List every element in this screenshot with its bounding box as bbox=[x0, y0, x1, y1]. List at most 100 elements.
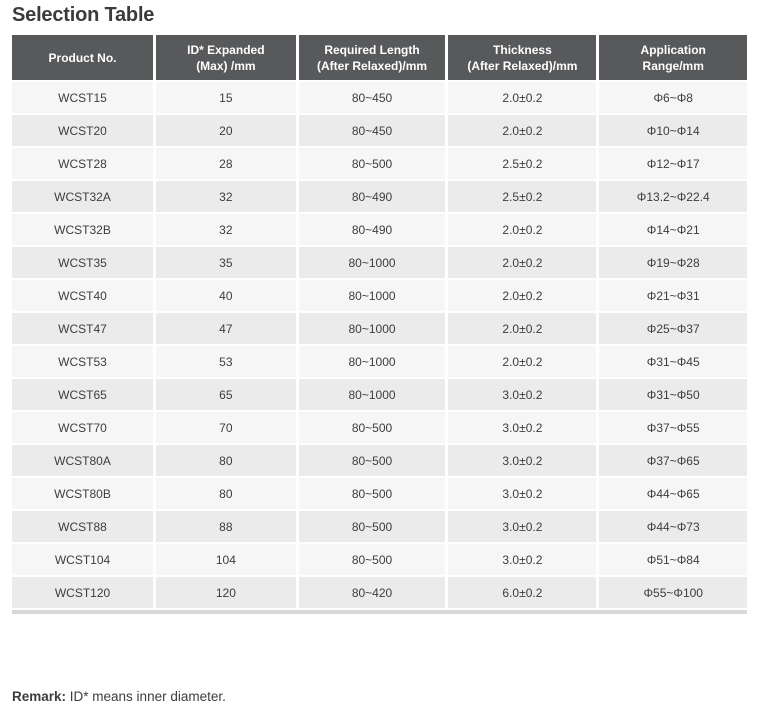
table-cell: Φ12~Φ17 bbox=[599, 148, 747, 181]
table-header-row: Product No. ID* Expanded (Max) /mm Require… bbox=[12, 35, 747, 82]
table-cell: 32 bbox=[156, 214, 299, 247]
table-cell: 35 bbox=[156, 247, 299, 280]
table-cell: 80~500 bbox=[298, 544, 449, 577]
table-cell: Φ31~Φ45 bbox=[599, 346, 747, 379]
table-cell: 80~490 bbox=[298, 214, 449, 247]
table-cell: 80 bbox=[156, 445, 299, 478]
table-cell: 3.0±0.2 bbox=[448, 412, 600, 445]
table-row: WCST65 65 80~1000 3.0±0.2 Φ31~Φ50 bbox=[12, 379, 747, 412]
table-bottom-strip bbox=[12, 610, 747, 614]
table-cell: 3.0±0.2 bbox=[448, 445, 600, 478]
table-cell: 80~1000 bbox=[298, 280, 449, 313]
remark-text: ID* means inner diameter. bbox=[66, 689, 226, 704]
table-cell: 28 bbox=[156, 148, 299, 181]
table-header: Product No. ID* Expanded (Max) /mm Require… bbox=[12, 35, 747, 82]
table-cell: 2.0±0.2 bbox=[448, 247, 600, 280]
table-row: WCST104 104 80~500 3.0±0.2 Φ51~Φ84 bbox=[12, 544, 747, 577]
table-cell: 3.0±0.2 bbox=[448, 511, 600, 544]
table-cell: 80 bbox=[156, 478, 299, 511]
table-cell: Φ6~Φ8 bbox=[599, 82, 747, 115]
table-cell: 80~490 bbox=[298, 181, 449, 214]
table-row: WCST120 120 80~420 6.0±0.2 Φ55~Φ100 bbox=[12, 577, 747, 610]
table-cell: WCST28 bbox=[12, 148, 157, 181]
table-cell: WCST40 bbox=[12, 280, 157, 313]
table-cell: WCST104 bbox=[12, 544, 157, 577]
table-cell: 80~500 bbox=[298, 478, 449, 511]
table-row: WCST40 40 80~1000 2.0±0.2 Φ21~Φ31 bbox=[12, 280, 747, 313]
column-header: Thickness (After Relaxed)/mm bbox=[448, 35, 600, 82]
table-row: WCST15 15 80~450 2.0±0.2 Φ6~Φ8 bbox=[12, 82, 747, 115]
table-cell: 80~1000 bbox=[298, 379, 449, 412]
table-cell: WCST80A bbox=[12, 445, 157, 478]
table-cell: 2.0±0.2 bbox=[448, 115, 600, 148]
table-cell: 2.5±0.2 bbox=[448, 181, 600, 214]
table-cell: 80~1000 bbox=[298, 313, 449, 346]
table-cell: 3.0±0.2 bbox=[448, 544, 600, 577]
table-cell: 70 bbox=[156, 412, 299, 445]
table-row: WCST32A 32 80~490 2.5±0.2 Φ13.2~Φ22.4 bbox=[12, 181, 747, 214]
table-cell: 6.0±0.2 bbox=[448, 577, 600, 610]
column-header: Application Range/mm bbox=[599, 35, 747, 82]
table-cell: Φ51~Φ84 bbox=[599, 544, 747, 577]
table-cell: 80~1000 bbox=[298, 247, 449, 280]
table-cell: 3.0±0.2 bbox=[448, 478, 600, 511]
table-cell: 15 bbox=[156, 82, 299, 115]
table-cell: 3.0±0.2 bbox=[448, 379, 600, 412]
table-cell: 80~450 bbox=[298, 115, 449, 148]
table-row: WCST32B 32 80~490 2.0±0.2 Φ14~Φ21 bbox=[12, 214, 747, 247]
table-row: WCST70 70 80~500 3.0±0.2 Φ37~Φ55 bbox=[12, 412, 747, 445]
table-body: WCST15 15 80~450 2.0±0.2 Φ6~Φ8 WCST20 20 80~450… bbox=[12, 82, 747, 610]
selection-table: Product No. ID* Expanded (Max) /mm Require… bbox=[12, 35, 747, 610]
table-cell: 47 bbox=[156, 313, 299, 346]
remark: Remark: ID* means inner diameter. bbox=[12, 689, 226, 704]
table-cell: 80~500 bbox=[298, 148, 449, 181]
table-cell: 2.0±0.2 bbox=[448, 346, 600, 379]
remark-label: Remark: bbox=[12, 689, 67, 704]
table-cell: 80~500 bbox=[298, 412, 449, 445]
table-row: WCST35 35 80~1000 2.0±0.2 Φ19~Φ28 bbox=[12, 247, 747, 280]
table-cell: 88 bbox=[156, 511, 299, 544]
page-title: Selection Table bbox=[12, 4, 155, 26]
table-cell: Φ21~Φ31 bbox=[599, 280, 747, 313]
table-cell: WCST35 bbox=[12, 247, 157, 280]
table-cell: 80~1000 bbox=[298, 346, 449, 379]
table-cell: Φ44~Φ73 bbox=[599, 511, 747, 544]
table-cell: Φ19~Φ28 bbox=[599, 247, 747, 280]
table-cell: 104 bbox=[156, 544, 299, 577]
table-cell: Φ25~Φ37 bbox=[599, 313, 747, 346]
table-cell: 80~500 bbox=[298, 511, 449, 544]
table-cell: Φ37~Φ55 bbox=[599, 412, 747, 445]
table-cell: WCST32B bbox=[12, 214, 157, 247]
table-cell: Φ10~Φ14 bbox=[599, 115, 747, 148]
table-cell: WCST53 bbox=[12, 346, 157, 379]
table-row: WCST20 20 80~450 2.0±0.2 Φ10~Φ14 bbox=[12, 115, 747, 148]
table-cell: 53 bbox=[156, 346, 299, 379]
table-row: WCST47 47 80~1000 2.0±0.2 Φ25~Φ37 bbox=[12, 313, 747, 346]
table-cell: 40 bbox=[156, 280, 299, 313]
table-cell: Φ37~Φ65 bbox=[599, 445, 747, 478]
table-row: WCST88 88 80~500 3.0±0.2 Φ44~Φ73 bbox=[12, 511, 747, 544]
table-cell: 80~500 bbox=[298, 445, 449, 478]
column-header: Product No. bbox=[12, 35, 157, 82]
table-cell: 20 bbox=[156, 115, 299, 148]
table-cell: WCST15 bbox=[12, 82, 157, 115]
column-header: Required Length (After Relaxed)/mm bbox=[298, 35, 449, 82]
table-row: WCST80A 80 80~500 3.0±0.2 Φ37~Φ65 bbox=[12, 445, 747, 478]
table-cell: WCST120 bbox=[12, 577, 157, 610]
table-cell: 2.0±0.2 bbox=[448, 82, 600, 115]
table-cell: 2.0±0.2 bbox=[448, 280, 600, 313]
table-cell: Φ44~Φ65 bbox=[599, 478, 747, 511]
table-cell: 2.5±0.2 bbox=[448, 148, 600, 181]
table-cell: 80~450 bbox=[298, 82, 449, 115]
column-header: ID* Expanded (Max) /mm bbox=[156, 35, 299, 82]
table-cell: WCST32A bbox=[12, 181, 157, 214]
table-cell: Φ31~Φ50 bbox=[599, 379, 747, 412]
table-row: WCST80B 80 80~500 3.0±0.2 Φ44~Φ65 bbox=[12, 478, 747, 511]
table-cell: WCST88 bbox=[12, 511, 157, 544]
table-cell: WCST20 bbox=[12, 115, 157, 148]
table-cell: Φ13.2~Φ22.4 bbox=[599, 181, 747, 214]
table-cell: WCST70 bbox=[12, 412, 157, 445]
table-row: WCST28 28 80~500 2.5±0.2 Φ12~Φ17 bbox=[12, 148, 747, 181]
table-cell: 80~420 bbox=[298, 577, 449, 610]
